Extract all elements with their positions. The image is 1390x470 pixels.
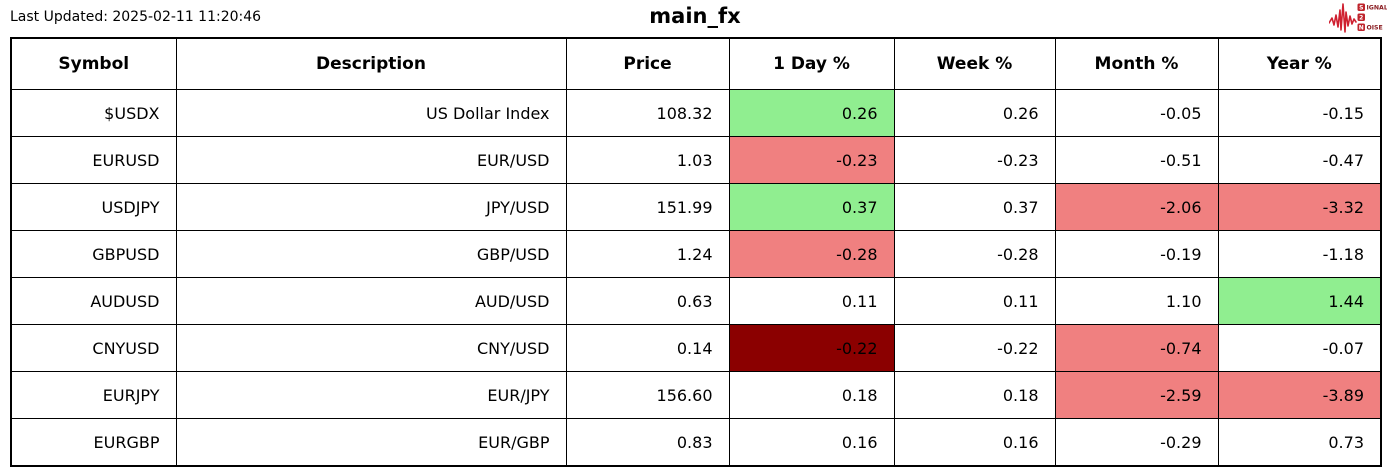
cell-week_pct: -0.28 (893, 230, 1056, 278)
cell-symbol: EURUSD (10, 136, 177, 184)
cell-year_pct: -0.47 (1217, 136, 1382, 184)
cell-week_pct: -0.23 (893, 136, 1056, 184)
cell-symbol: $USDX (10, 89, 177, 137)
cell-symbol: EURGBP (10, 418, 177, 467)
cell-day_pct: 0.16 (728, 418, 895, 467)
cell-week_pct: -0.22 (893, 324, 1056, 372)
cell-day_pct: -0.23 (728, 136, 895, 184)
cell-day_pct: 0.37 (728, 183, 895, 231)
column-header-price: Price (565, 37, 730, 90)
table-row: GBPUSD GBP/USD 1.24 -0.28 -0.28 -0.19 -1.18 (10, 230, 1382, 278)
cell-symbol: GBPUSD (10, 230, 177, 278)
cell-price: 1.03 (565, 136, 730, 184)
table-row: EURJPY EUR/JPY 156.60 0.18 0.18 -2.59 -3.89 (10, 371, 1382, 419)
cell-week_pct: 0.26 (893, 89, 1056, 137)
cell-year_pct: -1.18 (1217, 230, 1382, 278)
cell-day_pct: -0.28 (728, 230, 895, 278)
cell-year_pct: 1.44 (1217, 277, 1382, 325)
signal2noise-logo: S IGNAL 2 N OISE (1329, 3, 1388, 33)
cell-symbol: CNYUSD (10, 324, 177, 372)
cell-month_pct: -0.05 (1054, 89, 1219, 137)
cell-description: GBP/USD (175, 230, 567, 278)
fx-table: Symbol Description Price 1 Day % Week % … (10, 37, 1382, 467)
cell-month_pct: -2.06 (1054, 183, 1219, 231)
table-row: EURUSD EUR/USD 1.03 -0.23 -0.23 -0.51 -0.47 (10, 136, 1382, 184)
cell-month_pct: -0.51 (1054, 136, 1219, 184)
cell-month_pct: -0.74 (1054, 324, 1219, 372)
table-row: EURGBP EUR/GBP 0.83 0.16 0.16 -0.29 0.73 (10, 418, 1382, 467)
fx-table-body: $USDX US Dollar Index 108.32 0.26 0.26 -0.05-… (10, 89, 1382, 467)
cell-day_pct: 0.11 (728, 277, 895, 325)
cell-day_pct: 0.18 (728, 371, 895, 419)
cell-price: 108.32 (565, 89, 730, 137)
cell-month_pct: 1.10 (1054, 277, 1219, 325)
table-header-row: Symbol Description Price 1 Day % Week % … (10, 37, 1382, 90)
cell-price: 0.63 (565, 277, 730, 325)
cell-description: EUR/JPY (175, 371, 567, 419)
column-header-description: Description (175, 37, 567, 90)
logo-line-1: S IGNAL (1357, 3, 1388, 11)
cell-symbol: USDJPY (10, 183, 177, 231)
table-row: CNYUSD CNY/USD 0.14 -0.22 -0.22 -0.74 -0.07 (10, 324, 1382, 372)
table-row: AUDUSD AUD/USD 0.63 0.11 0.11 1.10 1.44 (10, 277, 1382, 325)
cell-symbol: EURJPY (10, 371, 177, 419)
page-title: main_fx (649, 4, 741, 28)
cell-description: JPY/USD (175, 183, 567, 231)
svg-text:OISE: OISE (1367, 24, 1383, 31)
cell-price: 0.14 (565, 324, 730, 372)
cell-week_pct: 0.11 (893, 277, 1056, 325)
svg-text:N: N (1359, 24, 1364, 31)
cell-price: 151.99 (565, 183, 730, 231)
cell-description: EUR/USD (175, 136, 567, 184)
column-header-week-pct: Week % (893, 37, 1056, 90)
table-row: USDJPY JPY/USD 151.99 0.37 0.37 -2.06 -3.32 (10, 183, 1382, 231)
cell-price: 0.83 (565, 418, 730, 467)
cell-week_pct: 0.16 (893, 418, 1056, 467)
cell-year_pct: 0.73 (1217, 418, 1382, 467)
cell-year_pct: -3.32 (1217, 183, 1382, 231)
logo-line-2: 2 (1357, 13, 1365, 21)
cell-description: EUR/GBP (175, 418, 567, 467)
cell-year_pct: -0.07 (1217, 324, 1382, 372)
svg-text:S: S (1359, 4, 1363, 11)
cell-description: AUD/USD (175, 277, 567, 325)
logo-line-3: N OISE (1357, 23, 1383, 31)
table-row: $USDX US Dollar Index 108.32 0.26 0.26 -0.05-… (10, 89, 1382, 137)
cell-day_pct: -0.22 (728, 324, 895, 372)
cell-month_pct: -0.29 (1054, 418, 1219, 467)
cell-description: US Dollar Index (175, 89, 567, 137)
cell-year_pct: -0.15 (1217, 89, 1382, 137)
column-header-day-pct: 1 Day % (728, 37, 895, 90)
column-header-month-pct: Month % (1054, 37, 1219, 90)
column-header-year-pct: Year % (1217, 37, 1382, 90)
cell-year_pct: -3.89 (1217, 371, 1382, 419)
cell-symbol: AUDUSD (10, 277, 177, 325)
svg-text:2: 2 (1359, 14, 1363, 21)
cell-month_pct: -2.59 (1054, 371, 1219, 419)
cell-day_pct: 0.26 (728, 89, 895, 137)
column-header-symbol: Symbol (10, 37, 177, 90)
cell-week_pct: 0.18 (893, 371, 1056, 419)
last-updated-text: Last Updated: 2025-02-11 11:20:46 (10, 9, 262, 25)
cell-price: 156.60 (565, 371, 730, 419)
svg-text:IGNAL: IGNAL (1367, 4, 1388, 11)
cell-description: CNY/USD (175, 324, 567, 372)
cell-month_pct: -0.19 (1054, 230, 1219, 278)
cell-week_pct: 0.37 (893, 183, 1056, 231)
waveform-icon (1329, 3, 1357, 33)
cell-price: 1.24 (565, 230, 730, 278)
